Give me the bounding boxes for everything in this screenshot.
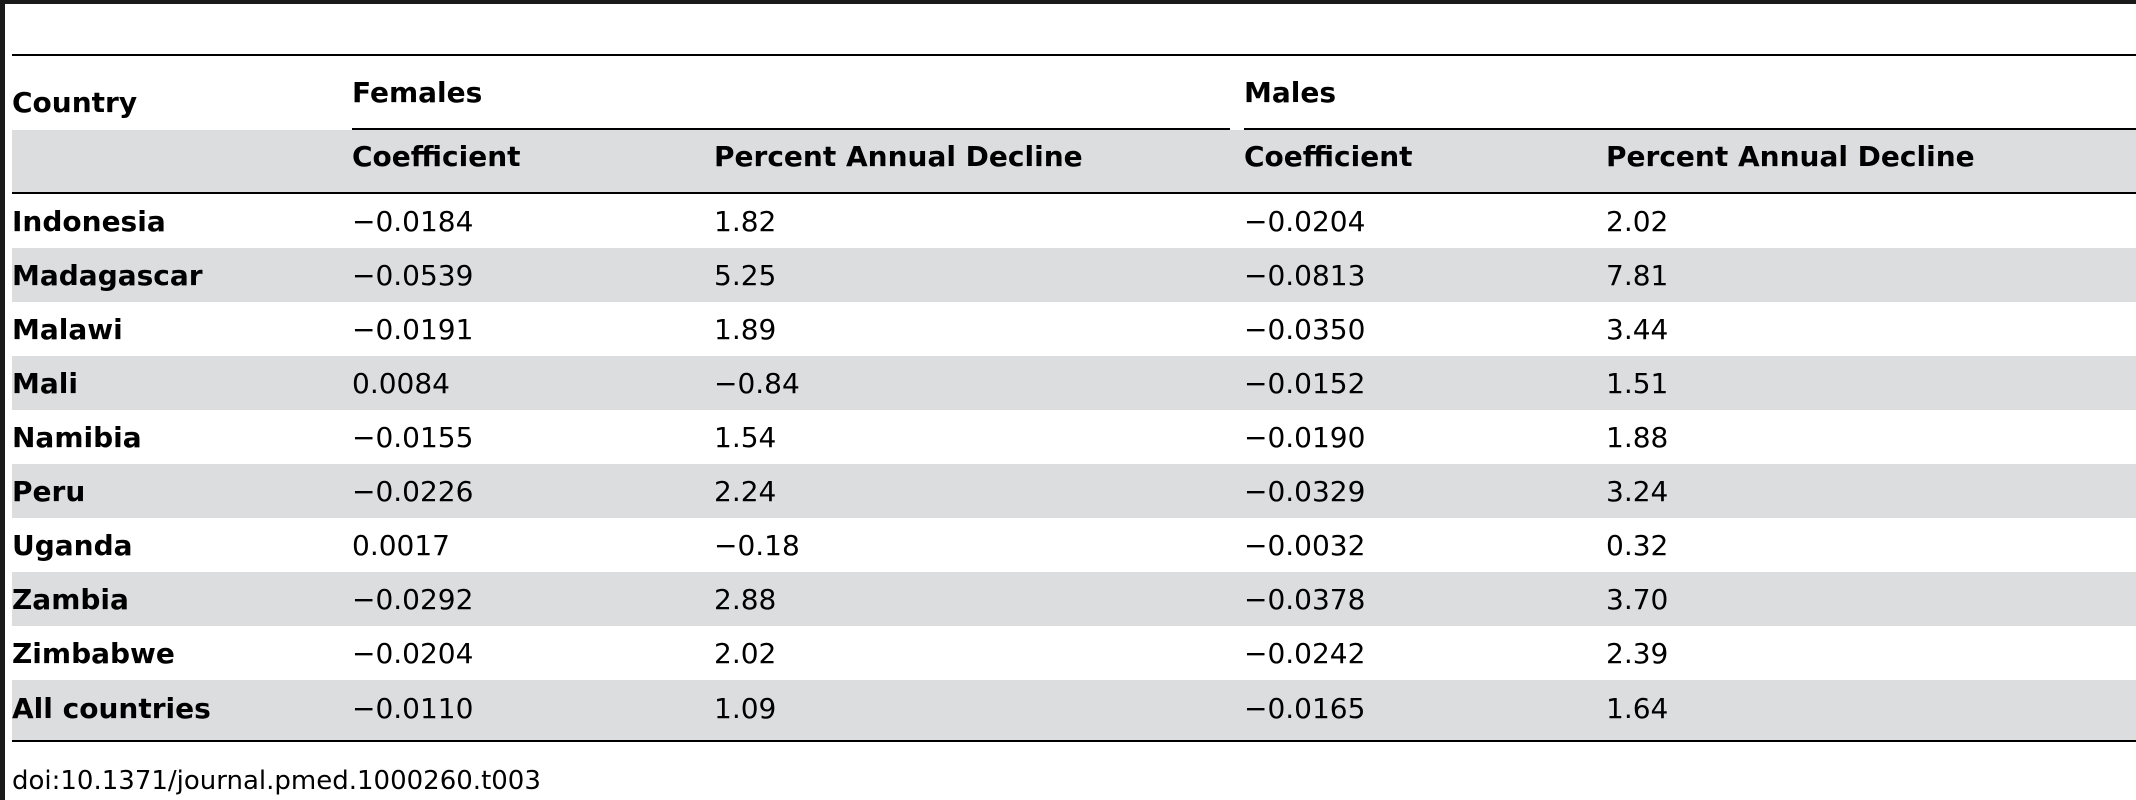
row-male-coefficient: −0.0204 — [1244, 205, 1366, 238]
row-male-coefficient: −0.0242 — [1244, 637, 1366, 670]
subheader-band — [12, 130, 2136, 192]
females-group-rule — [352, 128, 1230, 130]
row-male-percent-decline: 2.39 — [1606, 637, 1669, 670]
row-male-percent-decline: 1.51 — [1606, 367, 1669, 400]
row-female-coefficient: −0.0226 — [352, 475, 474, 508]
row-female-coefficient: −0.0292 — [352, 583, 474, 616]
row-female-coefficient: −0.0204 — [352, 637, 474, 670]
row-male-coefficient: −0.0350 — [1244, 313, 1366, 346]
header-males-coefficient: Coefficient — [1244, 140, 1413, 173]
row-male-percent-decline: 3.44 — [1606, 313, 1669, 346]
row-female-coefficient: −0.0539 — [352, 259, 474, 292]
row-country: Indonesia — [12, 205, 166, 238]
row-female-coefficient: −0.0155 — [352, 421, 474, 454]
row-country: Madagascar — [12, 259, 203, 292]
row-male-coefficient: −0.0032 — [1244, 529, 1366, 562]
row-male-percent-decline: 1.64 — [1606, 692, 1669, 725]
table-bottom-rule — [12, 740, 2136, 742]
row-male-coefficient: −0.0378 — [1244, 583, 1366, 616]
row-male-percent-decline: 2.02 — [1606, 205, 1669, 238]
header-females-coefficient: Coefficient — [352, 140, 521, 173]
row-country: Uganda — [12, 529, 133, 562]
row-female-coefficient: −0.0110 — [352, 692, 474, 725]
table-header-rule — [12, 192, 2136, 194]
row-female-percent-decline: 5.25 — [714, 259, 777, 292]
row-female-coefficient: −0.0191 — [352, 313, 474, 346]
row-female-percent-decline: 1.89 — [714, 313, 777, 346]
row-female-coefficient: 0.0017 — [352, 529, 450, 562]
row-female-percent-decline: 1.09 — [714, 692, 777, 725]
males-group-rule — [1244, 128, 2136, 130]
header-males: Males — [1244, 76, 1337, 109]
row-male-coefficient: −0.0152 — [1244, 367, 1366, 400]
row-country: Zambia — [12, 583, 129, 616]
row-female-percent-decline: 2.24 — [714, 475, 777, 508]
row-country: Namibia — [12, 421, 142, 454]
row-male-coefficient: −0.0813 — [1244, 259, 1366, 292]
frame-left-border — [0, 0, 5, 800]
row-male-coefficient: −0.0329 — [1244, 475, 1366, 508]
row-country: Peru — [12, 475, 86, 508]
row-male-percent-decline: 3.24 — [1606, 475, 1669, 508]
row-country: Mali — [12, 367, 78, 400]
row-male-coefficient: −0.0190 — [1244, 421, 1366, 454]
row-band — [12, 464, 2136, 518]
row-male-percent-decline: 1.88 — [1606, 421, 1669, 454]
row-country: All countries — [12, 692, 211, 725]
row-female-percent-decline: 2.02 — [714, 637, 777, 670]
row-band — [12, 248, 2136, 302]
row-male-percent-decline: 0.32 — [1606, 529, 1669, 562]
frame-top-border — [0, 0, 2136, 4]
row-country: Zimbabwe — [12, 637, 175, 670]
row-female-percent-decline: −0.84 — [714, 367, 800, 400]
row-male-percent-decline: 7.81 — [1606, 259, 1669, 292]
row-female-percent-decline: 2.88 — [714, 583, 777, 616]
row-female-percent-decline: 1.82 — [714, 205, 777, 238]
row-country: Malawi — [12, 313, 123, 346]
row-band — [12, 356, 2136, 410]
row-female-percent-decline: −0.18 — [714, 529, 800, 562]
row-band — [12, 572, 2136, 626]
header-country: Country — [12, 86, 138, 119]
row-female-coefficient: 0.0084 — [352, 367, 450, 400]
row-male-coefficient: −0.0165 — [1244, 692, 1366, 725]
row-female-coefficient: −0.0184 — [352, 205, 474, 238]
header-males-percent-annual-decline: Percent Annual Decline — [1606, 140, 1975, 173]
header-females: Females — [352, 76, 483, 109]
row-band — [12, 680, 2136, 740]
table-top-rule — [12, 54, 2136, 56]
header-females-percent-annual-decline: Percent Annual Decline — [714, 140, 1083, 173]
row-male-percent-decline: 3.70 — [1606, 583, 1669, 616]
row-female-percent-decline: 1.54 — [714, 421, 777, 454]
doi-caption: doi:10.1371/journal.pmed.1000260.t003 — [12, 766, 541, 796]
